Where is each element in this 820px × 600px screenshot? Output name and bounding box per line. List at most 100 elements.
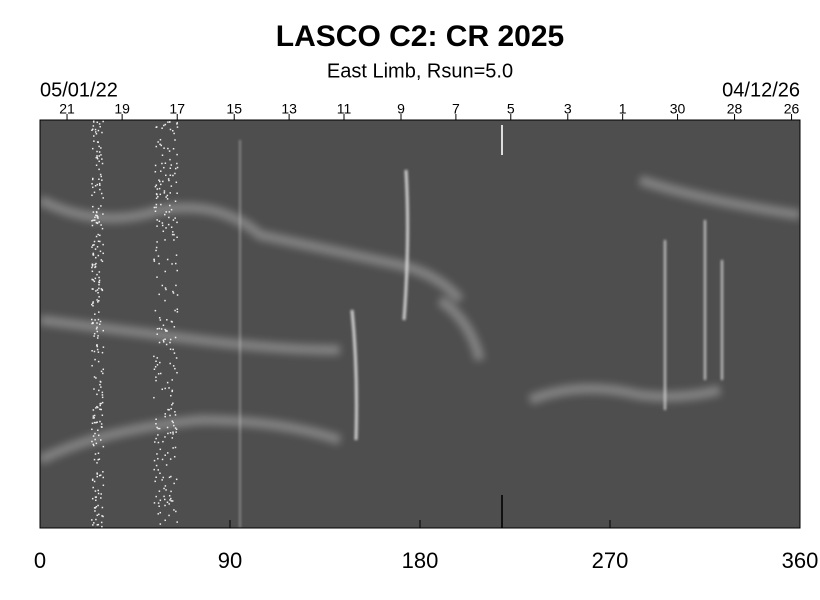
top-tick-label: 5 [507, 101, 515, 117]
speck [98, 323, 101, 326]
speck [95, 221, 98, 224]
speck [95, 442, 98, 445]
speck [161, 162, 163, 165]
speck [91, 128, 94, 131]
speck [94, 131, 97, 133]
speck [157, 457, 159, 460]
speck [171, 233, 174, 236]
speck [172, 433, 174, 435]
speck [98, 160, 100, 163]
speck [171, 263, 173, 265]
speck [162, 324, 165, 327]
speck [93, 140, 95, 142]
speck [91, 364, 93, 367]
speck [102, 243, 104, 246]
speck [166, 381, 169, 384]
speck [176, 166, 179, 169]
speck [94, 432, 96, 435]
speck [165, 464, 168, 466]
speck [164, 213, 166, 216]
speck [93, 244, 95, 246]
speck [163, 192, 166, 194]
speck [174, 167, 177, 170]
speck [175, 357, 178, 359]
speck [92, 244, 94, 247]
x-tick-label: 0 [34, 548, 46, 573]
speck [172, 231, 174, 233]
speck [164, 519, 166, 522]
speck [165, 174, 167, 177]
speck [101, 396, 104, 399]
speck [96, 216, 99, 218]
speck [169, 432, 172, 434]
speck [174, 427, 177, 429]
speck [96, 326, 98, 329]
speck [93, 480, 96, 483]
speck [99, 320, 102, 323]
speck [96, 222, 99, 225]
speck [158, 427, 161, 430]
speck [164, 270, 167, 273]
speck [92, 186, 94, 189]
speck [161, 458, 164, 461]
top-tick-label: 1 [619, 101, 627, 117]
speck [101, 288, 103, 291]
speck [158, 187, 161, 190]
speck [94, 265, 97, 268]
speck [92, 409, 95, 411]
speck [174, 217, 176, 219]
speck [159, 472, 161, 475]
speck [101, 414, 104, 417]
speck [102, 471, 104, 473]
speck [172, 290, 174, 293]
speck [91, 350, 93, 352]
speck [166, 319, 168, 321]
speck [95, 235, 98, 238]
speck [100, 402, 102, 405]
speck [98, 474, 101, 477]
speck [98, 311, 100, 313]
speck [96, 121, 99, 124]
speck [98, 287, 100, 290]
speck [164, 454, 166, 456]
speck [93, 240, 96, 243]
speck [98, 458, 101, 460]
speck [161, 388, 164, 391]
speck [173, 424, 175, 427]
speck [164, 287, 167, 289]
speck [171, 379, 173, 381]
speck [91, 478, 94, 481]
speck [172, 402, 174, 405]
speck [174, 446, 177, 449]
speck [94, 216, 96, 219]
speck [93, 414, 96, 417]
speck [156, 453, 158, 455]
speck [94, 266, 96, 269]
speck [153, 206, 156, 209]
speck [169, 414, 171, 417]
speck [153, 260, 156, 262]
speck [156, 426, 158, 429]
speck [154, 164, 157, 167]
speck [102, 213, 104, 215]
speck [96, 273, 98, 276]
speck [164, 436, 166, 438]
x-tick-label: 360 [782, 548, 819, 573]
speck [163, 190, 166, 192]
speck [97, 452, 100, 454]
speck [160, 328, 163, 330]
speck [159, 143, 161, 146]
speck [155, 495, 157, 498]
speck [174, 139, 176, 141]
speck [92, 120, 95, 122]
top-tick-label: 3 [564, 101, 572, 117]
speck [94, 510, 96, 512]
speck [97, 489, 99, 492]
speck [173, 326, 176, 328]
speck [98, 271, 101, 273]
speck [94, 496, 97, 498]
speck [173, 455, 176, 458]
speck [169, 458, 172, 460]
speck [98, 513, 100, 516]
speck [166, 501, 169, 504]
